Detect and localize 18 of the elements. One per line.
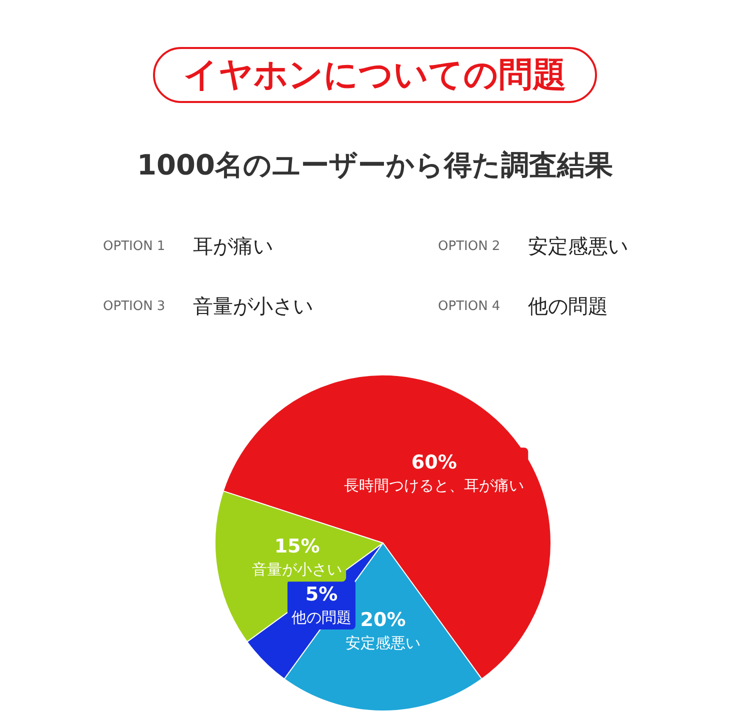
slice-label: 安定感悪い: [346, 634, 420, 652]
text: OPTION 3: [103, 299, 166, 314]
data-label: 5%: [305, 584, 338, 606]
chart-title: イヤホンについての問題: [184, 55, 566, 95]
slice-label: 音量が小さい: [252, 560, 342, 579]
chart-subtitle: 1000名のユーザーから得た調査結果: [137, 148, 613, 182]
data-label: 20%: [360, 609, 406, 631]
data-label: 60%: [411, 452, 457, 474]
slice-label: 他の問題: [291, 608, 352, 627]
text: 音量が小さい: [193, 294, 313, 318]
data-label: 15%: [274, 536, 320, 558]
text: OPTION 1: [103, 239, 166, 254]
text: OPTION 4: [438, 299, 500, 314]
text: 安定感悪い: [528, 234, 628, 258]
text: OPTION 2: [438, 239, 500, 254]
text: 他の問題: [528, 294, 608, 318]
slice-label: 長時間つけると、耳が痛い: [344, 476, 524, 495]
text: 耳が痛い: [193, 234, 273, 258]
